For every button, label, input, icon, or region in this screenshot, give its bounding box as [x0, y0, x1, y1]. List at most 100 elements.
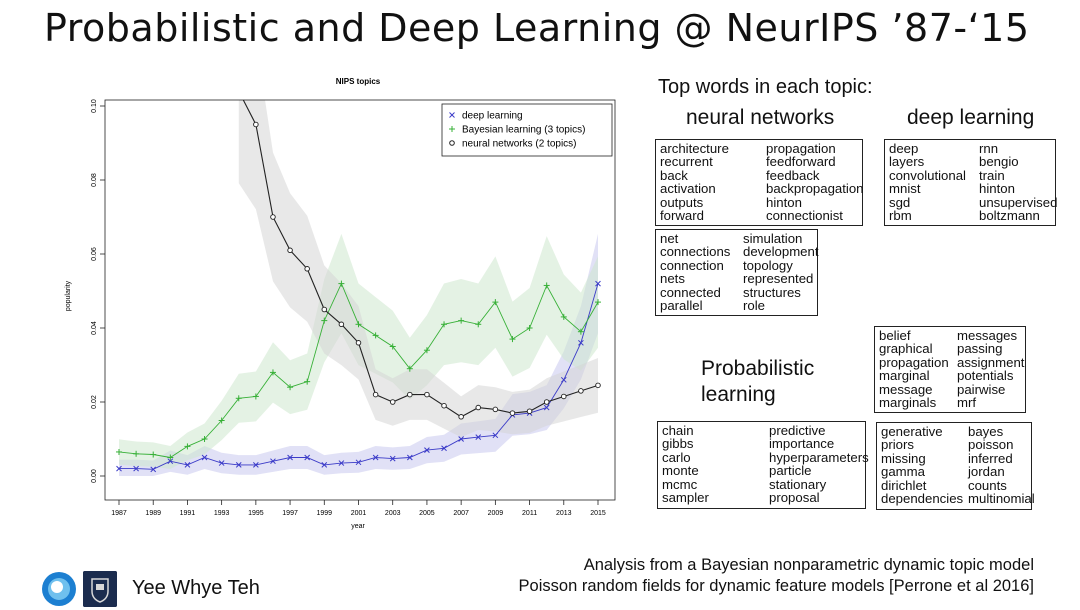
topic-word: bengio — [979, 154, 1019, 170]
y-tick-label: 0.00 — [91, 469, 98, 483]
topic-word: inferred — [968, 450, 1013, 466]
data-point — [150, 466, 157, 473]
topic-word: sgd — [889, 194, 911, 210]
data-point — [253, 121, 259, 128]
topic-word: structures — [743, 284, 801, 300]
data-point — [235, 462, 242, 468]
data-point — [218, 460, 225, 466]
probabilistic-heading-line1: Probabilistic — [701, 357, 815, 380]
topic-word: sampler — [662, 490, 709, 506]
x-tick-label: 2005 — [419, 510, 435, 517]
topic-word: proposal — [769, 490, 820, 506]
topic-word: connectionist — [766, 208, 843, 224]
data-point — [509, 410, 516, 416]
topic-word: parallel — [660, 298, 703, 314]
x-tick-label: 2013 — [556, 510, 572, 517]
data-point — [526, 408, 533, 415]
topic-word: missing — [881, 450, 926, 466]
data-point — [389, 455, 396, 462]
word-column-left: deep layers convolutional mnist sgd rbm — [889, 141, 966, 224]
topic-word: passing — [957, 341, 1003, 357]
data-point — [577, 328, 584, 335]
topic-word: forward — [660, 208, 704, 224]
data-point — [561, 393, 567, 400]
topic-word: hinton — [979, 181, 1015, 197]
topic-word: represented — [743, 271, 814, 287]
topic-word: convolutional — [889, 167, 966, 183]
topic-word: rnn — [979, 141, 999, 156]
topic-word: carlo — [662, 449, 691, 465]
data-point — [423, 347, 430, 354]
topic-word: rbm — [889, 208, 912, 224]
data-point — [133, 450, 140, 457]
data-point — [236, 89, 241, 94]
data-point — [475, 404, 482, 411]
data-point — [492, 406, 499, 413]
neural-networks-heading: neural networks — [686, 106, 835, 129]
data-point — [595, 382, 601, 389]
data-point — [424, 447, 430, 453]
topic-word: chain — [662, 423, 694, 438]
data-point — [372, 332, 379, 339]
data-point — [201, 436, 208, 442]
prob-words-box-3: generative priors missing gamma dirichlet dep… — [876, 422, 1035, 510]
data-point — [355, 459, 362, 466]
data-point — [355, 340, 362, 346]
data-point — [560, 376, 567, 383]
data-point — [116, 465, 122, 472]
y-tick-label: 0.08 — [91, 173, 98, 187]
topic-word: mrf — [957, 395, 977, 411]
topic-word: recurrent — [660, 154, 713, 170]
data-point — [543, 282, 550, 289]
topic-word: marginals — [879, 395, 937, 411]
word-column-left: net connections connection nets connected par… — [660, 232, 730, 314]
topic-word: deep — [889, 141, 919, 156]
data-point — [458, 436, 464, 442]
topic-word: hyperparameters — [769, 449, 869, 465]
data-point — [355, 321, 362, 328]
data-point — [389, 343, 396, 350]
data-point — [372, 454, 379, 461]
data-point — [389, 399, 396, 405]
x-tick-label: 1997 — [282, 510, 298, 517]
x-tick-label: 1995 — [248, 510, 264, 517]
topic-word: dirichlet — [881, 477, 927, 493]
chart-svg: NIPS topics popularity year 0.00 0.02 0.04… — [65, 77, 616, 530]
topic-word: backpropagation — [766, 181, 864, 197]
data-point — [595, 299, 601, 306]
prob-words-box-2: chain gibbs carlo monte mcmc sampler predictiv… — [657, 421, 869, 509]
legend-marker — [449, 140, 455, 146]
data-point — [252, 393, 259, 400]
data-point — [304, 378, 311, 385]
y-tick-label: 0.10 — [91, 99, 98, 113]
topic-word: role — [743, 298, 765, 314]
topic-word: generative — [881, 424, 943, 439]
x-axis-label: year — [351, 523, 365, 530]
data-point — [475, 321, 482, 328]
legend-label: Bayesian learning (3 topics) — [462, 125, 585, 136]
legend-box — [441, 103, 613, 157]
data-point — [475, 434, 482, 441]
topic-word: gamma — [881, 464, 925, 480]
footnote-line-1: Analysis from a Bayesian nonparametric d… — [583, 556, 1034, 574]
data-point — [321, 317, 328, 324]
topic-word: mnist — [889, 181, 921, 197]
topic-word: assignment — [957, 354, 1025, 370]
data-point — [287, 384, 294, 391]
data-point — [321, 462, 328, 468]
topic-word: poisson — [968, 437, 1014, 453]
x-tick-label: 2003 — [385, 510, 401, 517]
data-point — [150, 451, 157, 458]
data-point — [287, 454, 293, 461]
topic-word: particle — [769, 463, 812, 479]
word-column-right: rnn bengio train hinton unsupervised boltzman… — [979, 141, 1057, 223]
x-tick-label: 1999 — [316, 510, 332, 517]
legend-label: neural networks (2 topics) — [462, 139, 577, 150]
data-point — [270, 214, 276, 220]
footnote-line-2: Poisson random fields for dynamic featur… — [518, 577, 1034, 595]
legend-marker — [449, 112, 455, 118]
dl-words-box-1: deep layers convolutional mnist sgd rbm rnn ben… — [884, 139, 1057, 226]
data-point — [372, 391, 379, 398]
topic-word: belief — [879, 328, 911, 343]
series-line — [242, 100, 599, 418]
